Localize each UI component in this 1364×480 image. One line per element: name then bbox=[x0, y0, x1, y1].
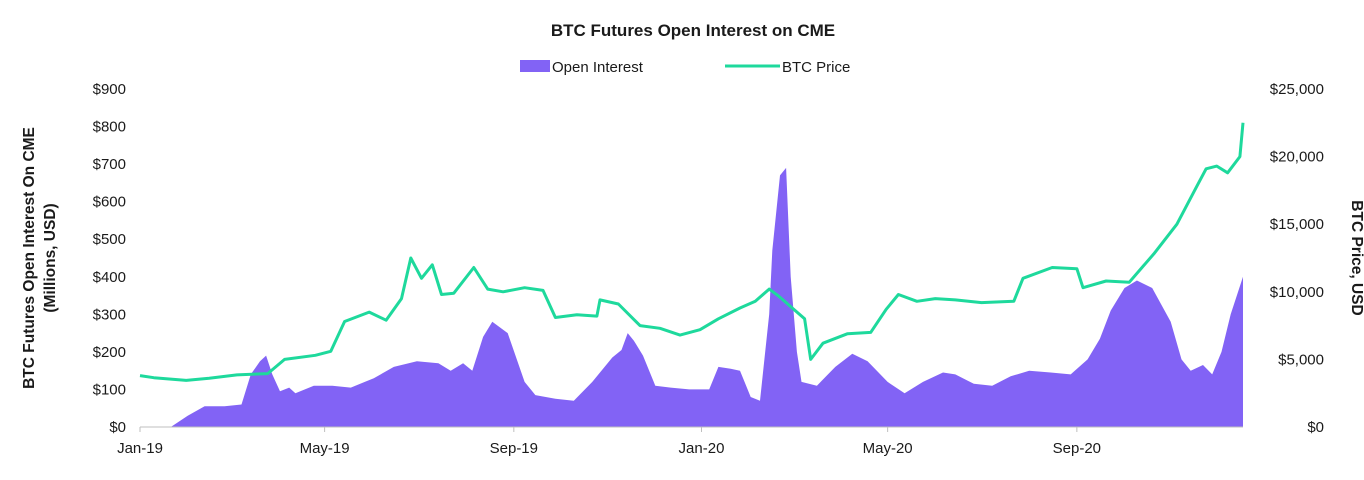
y-axis-right-title: BTC Price, USD bbox=[1348, 200, 1364, 315]
y-right-tick-label: $0 bbox=[1307, 419, 1324, 436]
y-left-tick-label: $0 bbox=[109, 419, 126, 436]
open-interest-area bbox=[140, 167, 1243, 427]
x-tick-label: Jan-20 bbox=[679, 440, 725, 457]
btc-price-line bbox=[139, 122, 1245, 382]
x-tick-label: Sep-20 bbox=[1053, 440, 1101, 457]
x-axis: Jan-19 May-19 Sep-19 Jan-20 May-20 Sep-20 bbox=[117, 426, 1243, 457]
y-right-tick-label: $20,000 bbox=[1270, 149, 1324, 166]
y-left-tick-label: $700 bbox=[93, 156, 126, 173]
legend-open-interest-label: Open Interest bbox=[552, 59, 644, 76]
x-tick-label: May-19 bbox=[300, 440, 350, 457]
x-tick-label: Sep-19 bbox=[490, 440, 538, 457]
y-right-tick-label: $15,000 bbox=[1270, 216, 1324, 233]
x-tick-label: Jan-19 bbox=[117, 440, 163, 457]
y-left-tick-label: $100 bbox=[93, 381, 126, 398]
y-axis-left-title-line1: BTC Futures Open Interest On CME bbox=[21, 127, 38, 389]
y-left-tick-label: $800 bbox=[93, 119, 126, 136]
y-left-tick-label: $500 bbox=[93, 231, 126, 248]
y-left-tick-label: $600 bbox=[93, 194, 126, 211]
y-right-tick-label: $10,000 bbox=[1270, 284, 1324, 301]
y-left-tick-label: $900 bbox=[93, 81, 126, 98]
y-left-tick-label: $300 bbox=[93, 306, 126, 323]
x-tick-label: May-20 bbox=[863, 440, 913, 457]
y-left-tick-label: $400 bbox=[93, 269, 126, 286]
plot-area bbox=[139, 122, 1245, 427]
y-right-tick-label: $25,000 bbox=[1270, 81, 1324, 98]
legend-btc-price-label: BTC Price bbox=[782, 59, 850, 76]
legend: Open Interest BTC Price bbox=[520, 59, 850, 76]
y-axis-right: $0 $5,000 $10,000 $15,000 $20,000 $25,000 bbox=[1270, 81, 1324, 436]
y-left-tick-label: $200 bbox=[93, 344, 126, 361]
y-axis-left-title-line2: (Millions, USD) bbox=[42, 203, 59, 312]
legend-open-interest-swatch bbox=[520, 60, 550, 72]
y-right-tick-label: $5,000 bbox=[1278, 351, 1324, 368]
chart-title: BTC Futures Open Interest on CME bbox=[551, 21, 835, 40]
y-axis-left: $0 $100 $200 $300 $400 $500 $600 $700 $800 $900 bbox=[93, 81, 126, 436]
